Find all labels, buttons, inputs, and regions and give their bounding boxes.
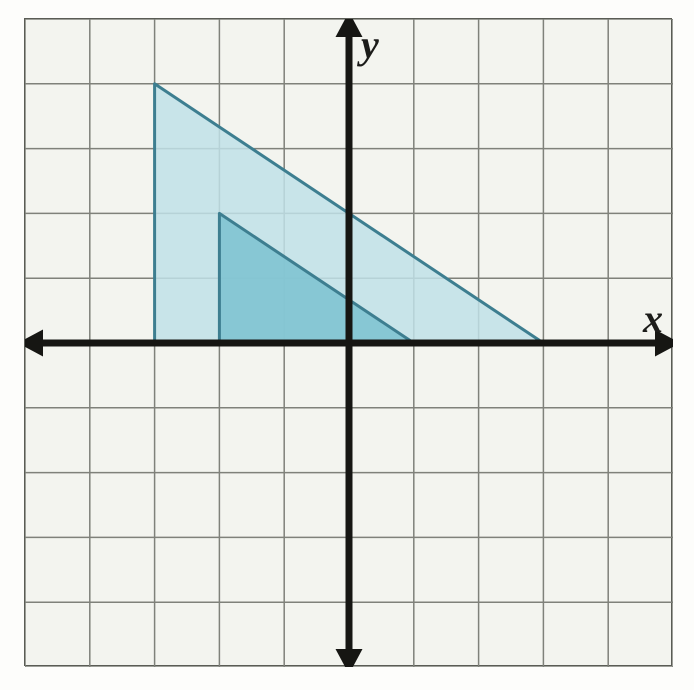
axes (25, 19, 673, 667)
axis-arrow-up (336, 19, 363, 37)
axis-arrow-left (25, 330, 43, 357)
axis-arrow-down (336, 649, 363, 667)
plot-area: y x (24, 18, 672, 666)
figure-stage: y x (0, 0, 694, 690)
y-axis-label: y (361, 21, 379, 68)
plot-svg (25, 19, 673, 667)
x-axis-label: x (643, 295, 663, 342)
